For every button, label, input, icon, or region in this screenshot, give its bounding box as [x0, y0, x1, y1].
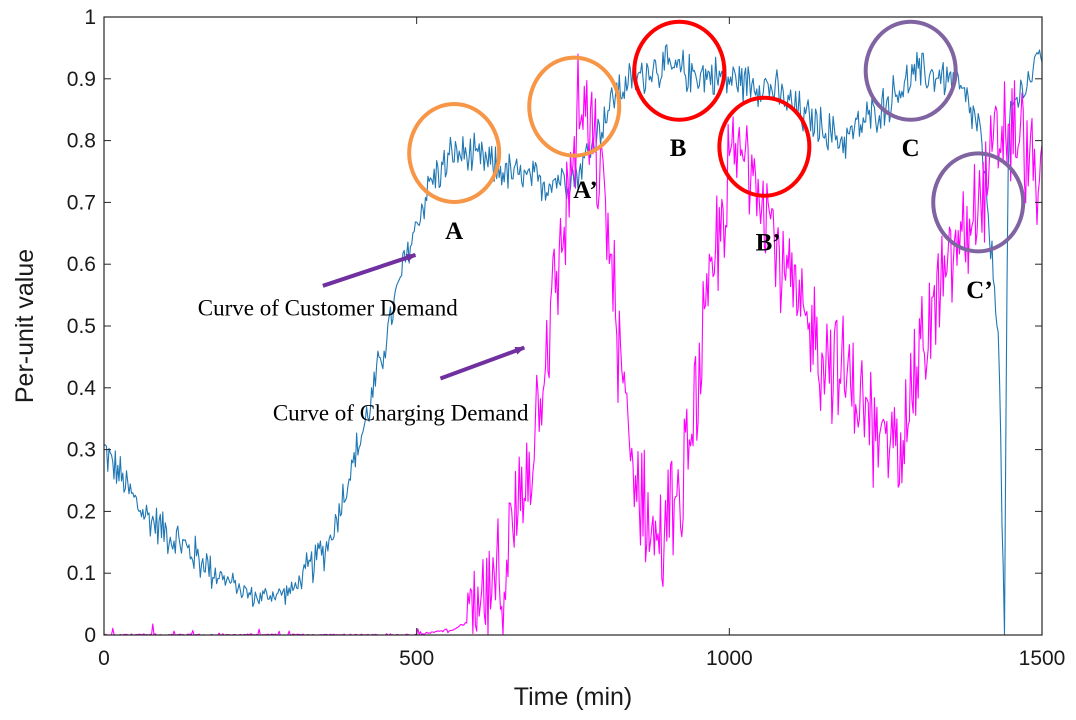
y-tick-label: 0.5 — [67, 315, 96, 338]
highlight-circle — [632, 19, 727, 122]
tick-layer: 0 0.1 0.2 0.3 0.4 0.5 0.6 0.7 0.8 0.9 1 0 500 1000 150… — [67, 6, 1066, 670]
annotation-arrow — [322, 253, 417, 288]
highlight-circle — [931, 151, 1026, 254]
y-tick-label: 0.6 — [67, 253, 96, 276]
annotation-arrow — [439, 345, 526, 381]
y-tick-label: 0.8 — [67, 130, 96, 153]
x-tick-label: 1000 — [706, 647, 753, 670]
y-tick-label: 0.2 — [67, 500, 96, 523]
y-tick-label: 0.9 — [67, 68, 96, 91]
y-tick-label: 0.1 — [67, 562, 96, 585]
highlight-circle — [407, 101, 502, 204]
series-line-charging-demand — [104, 53, 1042, 635]
y-tick-label: 0.7 — [67, 191, 96, 214]
point-label: C’ — [966, 277, 992, 304]
point-label: A — [445, 218, 463, 245]
x-tick-label: 0 — [98, 647, 110, 670]
y-axis-title: Per-unit value — [11, 249, 39, 403]
point-label: B’ — [756, 229, 781, 256]
point-label: C — [902, 135, 920, 162]
y-tick-label: 0 — [84, 624, 96, 647]
y-tick-label: 0.4 — [67, 377, 97, 400]
highlight-circle — [527, 55, 622, 158]
y-tick-label: 0.3 — [67, 439, 96, 462]
x-axis-title: Time (min) — [514, 683, 633, 711]
annotation-text: Curve of Charging Demand — [273, 401, 529, 426]
point-label: B — [670, 135, 687, 162]
point-label: A’ — [573, 177, 598, 204]
highlight-circle — [717, 95, 812, 198]
highlight-circle — [863, 19, 958, 122]
annotation-text: Curve of Customer Demand — [198, 295, 458, 320]
x-tick-label: 1500 — [1019, 647, 1066, 670]
x-tick-label: 500 — [399, 647, 434, 670]
annotation-layer: A A’ B B’ C C’ Curve of Customer Demand Curve o… — [198, 19, 1026, 426]
y-tick-label: 1 — [84, 6, 96, 29]
